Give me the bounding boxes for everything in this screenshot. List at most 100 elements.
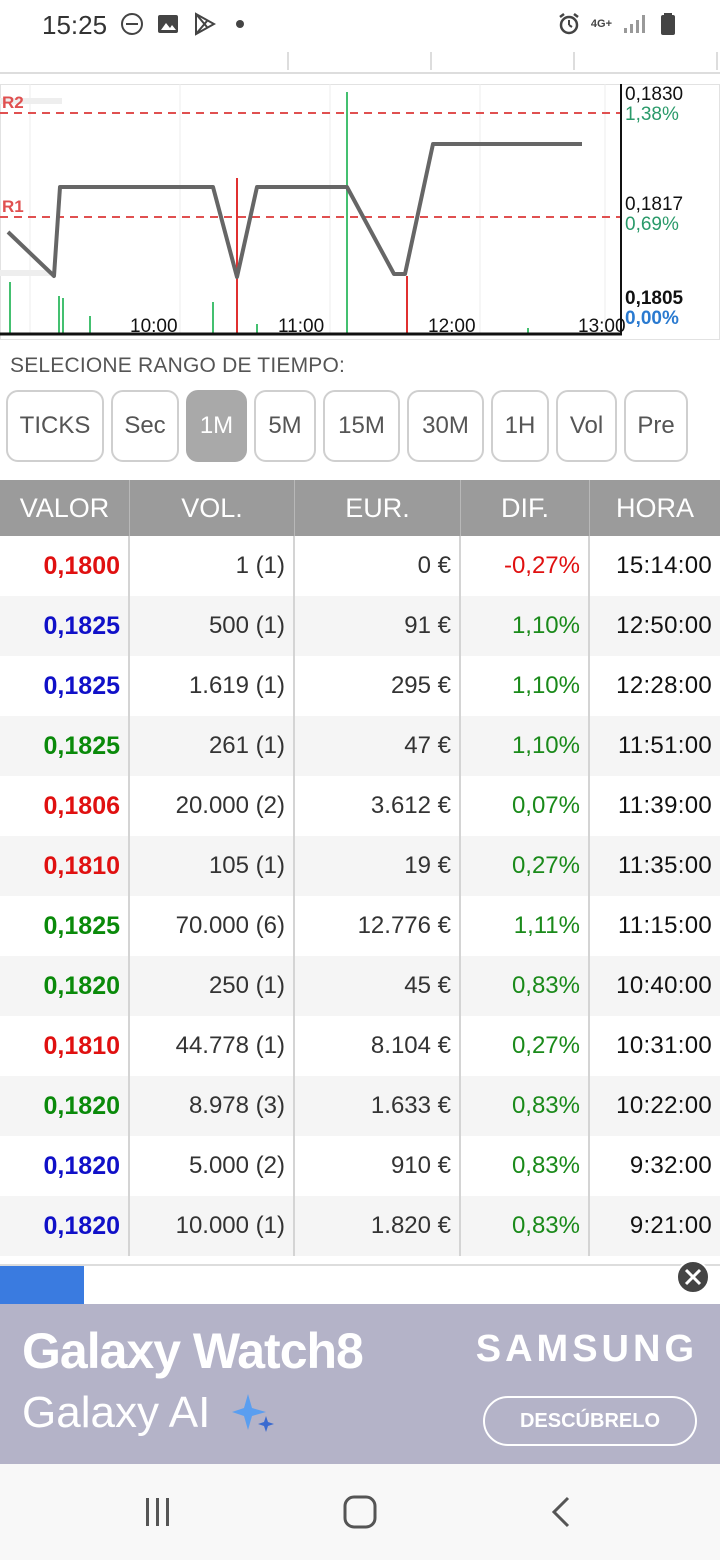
range-button-sec[interactable]: Sec — [111, 390, 179, 462]
cell-eur: 3.612 € — [295, 776, 461, 836]
price-label: 0,1830 — [625, 84, 683, 105]
sparkle-icon — [232, 1394, 274, 1432]
cell-vol: 1 (1) — [130, 536, 295, 596]
cell-dif: 1,10% — [461, 656, 590, 716]
cell-eur: 12.776 € — [295, 896, 461, 956]
table-row[interactable]: 0,1825 70.000 (6) 12.776 €1,11% 11:15:00 — [0, 896, 720, 956]
gallery-icon — [158, 15, 178, 33]
cell-valor: 0,1820 — [0, 956, 130, 1016]
ad-close-button[interactable] — [676, 1260, 710, 1294]
pct-label: 0,69% — [625, 214, 679, 235]
cell-eur: 91 € — [295, 596, 461, 656]
table-row[interactable]: 0,1800 1 (1) 0 € -0,27% 15:14:00 — [0, 536, 720, 596]
column-header-vol[interactable]: VOL. — [130, 480, 295, 536]
ad-banner[interactable]: Galaxy Watch8 Galaxy AI SAMSUNG DESCÚBRE… — [0, 1304, 720, 1464]
ad-cta-button[interactable]: DESCÚBRELO — [483, 1396, 697, 1446]
cell-eur: 1.820 € — [295, 1196, 461, 1256]
cell-eur: 47 € — [295, 716, 461, 776]
cell-dif: 0,07% — [461, 776, 590, 836]
range-button-1m[interactable]: 1M — [186, 390, 247, 462]
volume-bars — [9, 92, 529, 334]
signal-icon — [624, 15, 645, 33]
ad-brand: SAMSUNG — [475, 1328, 698, 1370]
range-button-pre[interactable]: Pre — [624, 390, 688, 462]
cell-valor: 0,1810 — [0, 836, 130, 896]
cell-dif: 0,27% — [461, 1016, 590, 1076]
cell-eur: 19 € — [295, 836, 461, 896]
range-button-5m[interactable]: 5M — [254, 390, 316, 462]
table-row[interactable]: 0,1820 250 (1) 45 €0,83% 10:40:00 — [0, 956, 720, 1016]
cell-dif: 0,83% — [461, 1076, 590, 1136]
range-button-15m[interactable]: 15M — [323, 390, 400, 462]
table-row[interactable]: 0,1820 8.978 (3) 1.633 €0,83% 10:22:00 — [0, 1076, 720, 1136]
cell-vol: 20.000 (2) — [130, 776, 295, 836]
cell-hora: 9:32:00 — [629, 1152, 712, 1179]
ad-subtitle: Galaxy AI — [22, 1388, 211, 1437]
cell-vol: 10.000 (1) — [130, 1196, 295, 1256]
status-icons-right: 4G+ — [557, 12, 680, 36]
trades-table: VALOR VOL. EUR. DIF. HORA 0,1800 1 (1) 0 €… — [0, 480, 720, 1256]
cell-valor: 0,1800 — [0, 536, 130, 596]
price-chart[interactable]: R2 R1 10:00 11:00 12:00 13:00 0,1830 1,3… — [0, 84, 720, 340]
cell-vol: 250 (1) — [130, 956, 295, 1016]
cell-valor: 0,1825 — [0, 656, 130, 716]
range-button-vol[interactable]: Vol — [556, 390, 617, 462]
cell-vol: 70.000 (6) — [130, 896, 295, 956]
cell-vol: 105 (1) — [130, 836, 295, 896]
cell-vol: 5.000 (2) — [130, 1136, 295, 1196]
do-not-disturb-icon — [121, 13, 143, 35]
table-row[interactable]: 0,1806 20.000 (2) 3.612 €0,07% 11:39:00 — [0, 776, 720, 836]
ad-blue-block — [0, 1266, 84, 1308]
table-row[interactable]: 0,1825 500 (1) 91 €1,10% 12:50:00 — [0, 596, 720, 656]
range-button-ticks[interactable]: TICKS — [6, 390, 104, 462]
table-row[interactable]: 0,1825 261 (1) 47 €1,10% 11:51:00 — [0, 716, 720, 776]
cell-hora: 11:35:00 — [617, 852, 712, 879]
cell-valor: 0,1820 — [0, 1136, 130, 1196]
range-button-1h[interactable]: 1H — [491, 390, 549, 462]
navigation-bar — [0, 1464, 720, 1560]
pct-label: 0,00% — [625, 308, 679, 329]
cell-vol: 1.619 (1) — [130, 656, 295, 716]
recent-apps-icon[interactable] — [138, 1492, 178, 1532]
column-header-valor[interactable]: VALOR — [0, 480, 130, 536]
cell-eur: 1.633 € — [295, 1076, 461, 1136]
cell-hora: 9:21:00 — [629, 1212, 712, 1239]
range-button-30m[interactable]: 30M — [407, 390, 484, 462]
table-row[interactable]: 0,1820 5.000 (2) 910 €0,83% 9:32:00 — [0, 1136, 720, 1196]
cell-valor: 0,1810 — [0, 1016, 130, 1076]
back-icon[interactable] — [542, 1492, 582, 1532]
table-row[interactable]: 0,1810 105 (1) 19 €0,27% 11:35:00 — [0, 836, 720, 896]
cell-hora: 11:51:00 — [617, 732, 712, 759]
column-header-eur[interactable]: EUR. — [295, 480, 461, 536]
cell-dif: 1,11% — [461, 896, 590, 956]
ad-title: Galaxy Watch8 — [22, 1323, 364, 1379]
column-header-dif[interactable]: DIF. — [461, 480, 590, 536]
time-label: 12:00 — [428, 316, 476, 337]
table-row[interactable]: 0,1810 44.778 (1) 8.104 €0,27% 10:31:00 — [0, 1016, 720, 1076]
pct-label: 1,38% — [625, 104, 679, 125]
home-icon[interactable] — [340, 1492, 380, 1532]
column-header-hora[interactable]: HORA — [615, 492, 694, 523]
table-body: 0,1800 1 (1) 0 € -0,27% 15:14:00 0,1825 500 (1… — [0, 536, 720, 1256]
cell-dif: 0,83% — [461, 1136, 590, 1196]
cell-vol: 261 (1) — [130, 716, 295, 776]
table-row[interactable]: 0,1825 1.619 (1) 295 €1,10% 12:28:00 — [0, 656, 720, 716]
cell-valor: 0,1825 — [0, 716, 130, 776]
cell-vol: 500 (1) — [130, 596, 295, 656]
battery-icon — [661, 13, 675, 35]
status-time: 15:25 — [42, 10, 108, 40]
cell-valor: 0,1825 — [0, 596, 130, 656]
table-row[interactable]: 0,1820 10.000 (1) 1.820 €0,83% 9:21:00 — [0, 1196, 720, 1256]
price-label: 0,1805 — [625, 288, 684, 309]
table-header: VALOR VOL. EUR. DIF. HORA — [0, 480, 720, 536]
close-icon — [684, 1268, 702, 1286]
dot-icon — [236, 20, 244, 28]
cell-vol: 44.778 (1) — [130, 1016, 295, 1076]
cell-vol: 8.978 (3) — [130, 1076, 295, 1136]
resistance-label-r1: R1 — [2, 197, 24, 216]
price-label: 0,1817 — [625, 194, 683, 215]
cell-valor: 0,1825 — [0, 896, 130, 956]
time-label: 11:00 — [278, 316, 324, 337]
play-store-icon — [195, 12, 216, 36]
cell-dif: 1,10% — [461, 596, 590, 656]
